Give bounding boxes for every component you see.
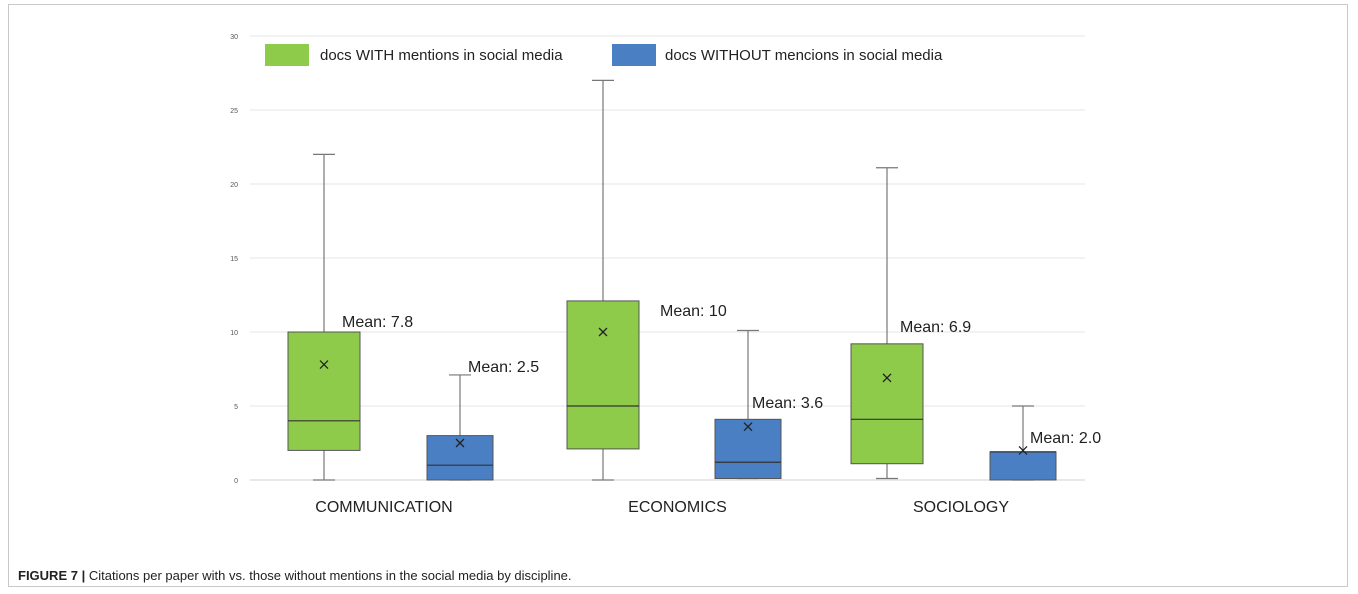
- mean-marker: [1018, 445, 1028, 455]
- figure-caption: FIGURE 7 | Citations per paper with vs. …: [18, 568, 572, 583]
- mean-marker: [882, 373, 892, 383]
- box: [287, 331, 361, 451]
- mean-label: Mean: 2.5: [468, 359, 539, 376]
- y-tick-label: 0: [234, 478, 238, 485]
- box: [850, 343, 924, 465]
- figure-frame: [8, 4, 1348, 587]
- box: [566, 300, 640, 450]
- y-tick-label: 10: [230, 330, 238, 337]
- mean-marker: [455, 438, 465, 448]
- x-category-label: ECONOMICS: [628, 499, 727, 516]
- x-category-label: COMMUNICATION: [315, 499, 452, 516]
- caption-text: Citations per paper with vs. those witho…: [88, 568, 572, 583]
- mean-label: Mean: 3.6: [752, 395, 823, 412]
- x-category-label: SOCIOLOGY: [913, 499, 1009, 516]
- legend-swatch: [265, 44, 309, 66]
- y-tick-label: 15: [230, 256, 238, 263]
- mean-label: Mean: 6.9: [900, 319, 971, 336]
- legend-label: docs WITHOUT mencions in social media: [665, 47, 943, 64]
- legend-swatch: [612, 44, 656, 66]
- box: [989, 451, 1057, 481]
- y-tick-label: 20: [230, 182, 238, 189]
- box-plot-chart: 0 5 10 15 20 25 30 docs WITH mentions in social…: [230, 34, 1101, 516]
- mean-label: Mean: 2.0: [1030, 430, 1101, 447]
- y-tick-label: 5: [234, 404, 238, 411]
- mean-marker: [743, 422, 753, 432]
- legend-label: docs WITH mentions in social media: [320, 47, 563, 64]
- y-tick-label: 25: [230, 108, 238, 115]
- caption-label: FIGURE 7 |: [18, 568, 86, 583]
- y-tick-label: 30: [230, 34, 238, 41]
- mean-label: Mean: 10: [660, 303, 727, 320]
- mean-marker: [319, 360, 329, 370]
- mean-marker: [598, 327, 608, 337]
- box: [714, 418, 782, 480]
- mean-label: Mean: 7.8: [342, 314, 413, 331]
